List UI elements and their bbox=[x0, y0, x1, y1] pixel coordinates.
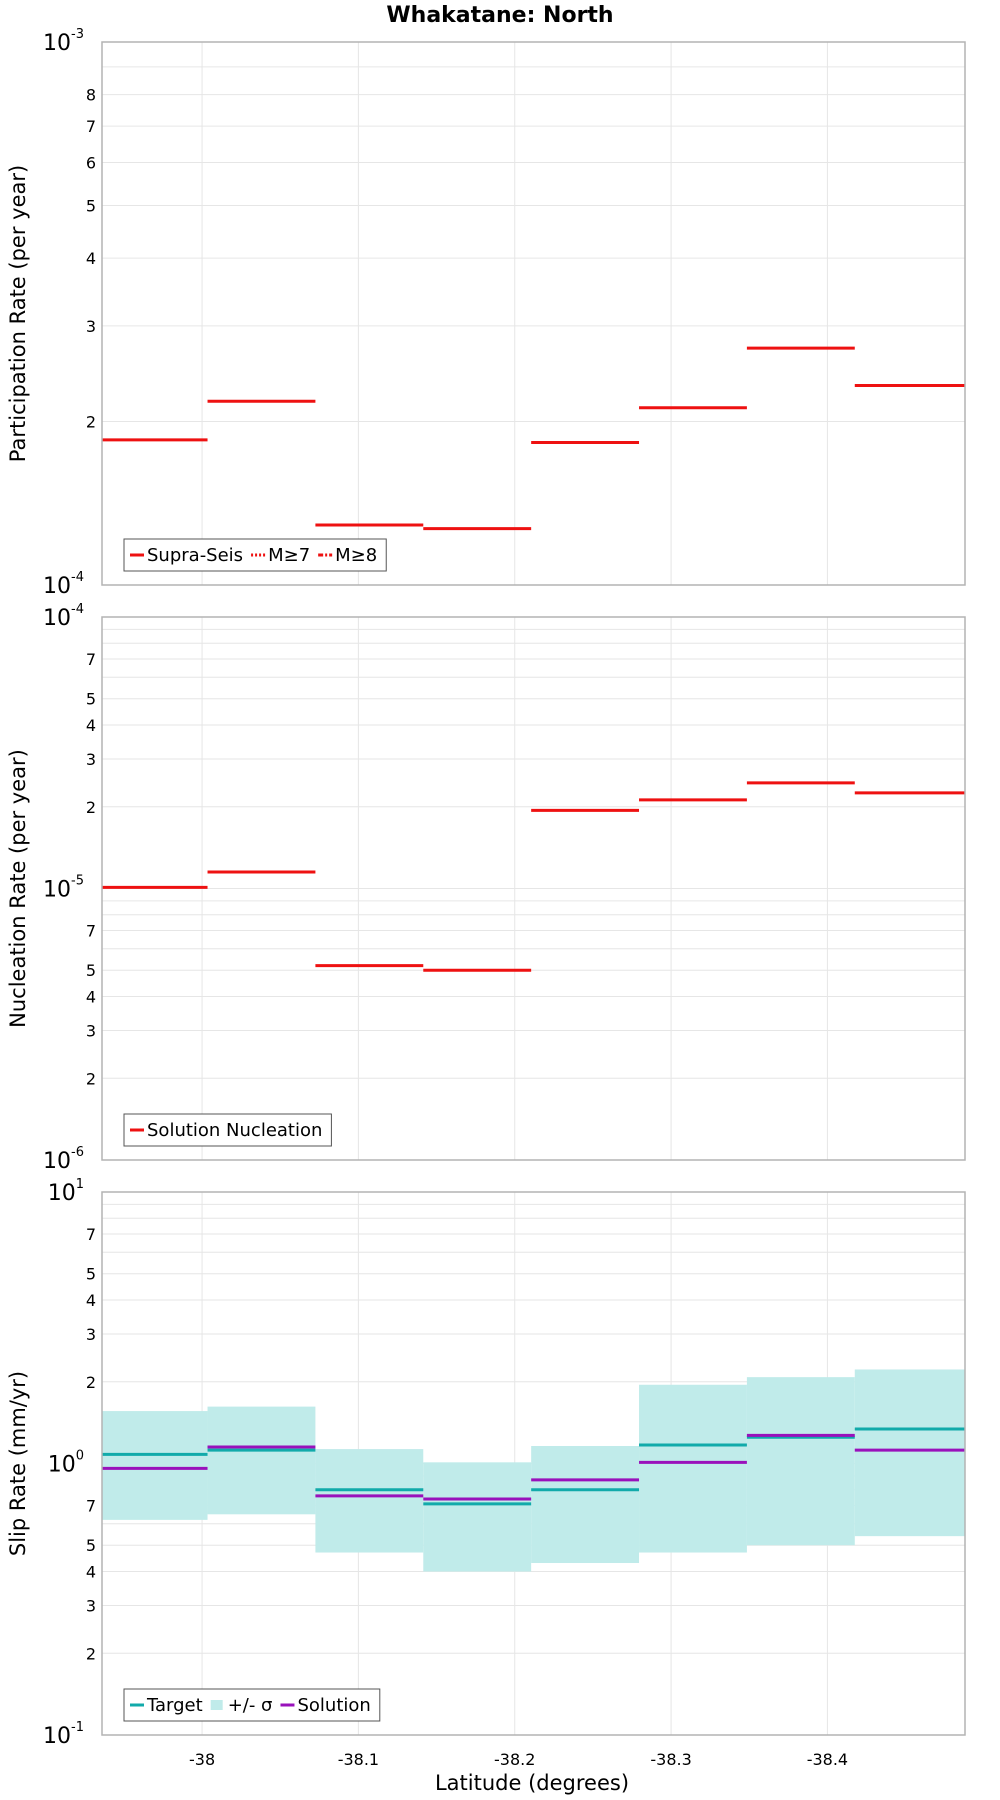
slip-rate-legend-swatch-2 bbox=[210, 1700, 223, 1710]
participation-legend-label-2: M≥7 bbox=[268, 545, 310, 566]
nucleation-frame bbox=[101, 616, 966, 1161]
slip-rate-minor-tick-label: 7 bbox=[86, 1497, 96, 1516]
slip-rate-minor-tick-label: 7 bbox=[86, 1225, 96, 1244]
participation-minor-tick-label: 7 bbox=[86, 117, 96, 136]
slip-rate-decade-label: 10-1 bbox=[43, 1720, 84, 1749]
x-tick-label: -38.1 bbox=[338, 1750, 379, 1769]
participation-minor-tick-label: 6 bbox=[86, 153, 96, 172]
slip-rate-frame bbox=[101, 1191, 966, 1736]
nucleation-minor-tick-label: 3 bbox=[86, 1021, 96, 1040]
nucleation-decade-label: 10-6 bbox=[43, 1145, 84, 1174]
nucleation-minor-tick-label: 2 bbox=[86, 1069, 96, 1088]
nucleation-minor-tick-label: 2 bbox=[86, 798, 96, 817]
nucleation-legend-label-1: Solution Nucleation bbox=[147, 1120, 322, 1141]
nucleation-minor-tick-label: 3 bbox=[86, 750, 96, 769]
nucleation-minor-tick-label: 5 bbox=[86, 961, 96, 980]
slip-rate-minor-tick-label: 4 bbox=[86, 1291, 96, 1310]
participation-minor-tick-label: 4 bbox=[86, 249, 96, 268]
nucleation-y-axis-label: Nucleation Rate (per year) bbox=[6, 749, 30, 1028]
slip-rate-minor-tick-label: 2 bbox=[86, 1373, 96, 1392]
panel-slip-rate: 10-1 100 101 2 3 4 5 7 2 3 4 5 7 Slip Rate (mm/yr) -38… bbox=[6, 1177, 966, 1769]
sigma-band-8 bbox=[854, 1369, 965, 1537]
sigma-band-7 bbox=[746, 1377, 855, 1546]
sigma-band-5 bbox=[531, 1445, 640, 1564]
nucleation-decade-label: 10-4 bbox=[43, 602, 84, 631]
slip-rate-y-axis-label: Slip Rate (mm/yr) bbox=[6, 1371, 30, 1556]
x-tick-label: -38.3 bbox=[650, 1750, 691, 1769]
sigma-band-3 bbox=[315, 1449, 424, 1553]
slip-rate-legend-label-1: Target bbox=[146, 1695, 203, 1716]
slip-rate-minor-tick-label: 2 bbox=[86, 1644, 96, 1663]
slip-rate-minor-tick-label: 5 bbox=[86, 1265, 96, 1284]
participation-minor-tick-label: 8 bbox=[86, 86, 96, 105]
participation-legend-label-1: Supra-Seis bbox=[147, 545, 243, 566]
slip-rate-decade-label: 101 bbox=[48, 1177, 84, 1206]
nucleation-minor-tick-label: 7 bbox=[86, 650, 96, 669]
participation-legend-label-3: M≥8 bbox=[335, 545, 377, 566]
participation-frame bbox=[101, 41, 966, 586]
sigma-band-6 bbox=[639, 1384, 747, 1553]
sigma-band-2 bbox=[207, 1406, 316, 1515]
panels: 10-4 10-3 2 3 4 5 6 7 8 Participation Rate (per y… bbox=[6, 27, 966, 1769]
x-tick-label: -38 bbox=[189, 1750, 215, 1769]
slip-rate-legend-box bbox=[123, 1688, 381, 1722]
x-tick-label: -38.2 bbox=[494, 1750, 535, 1769]
slip-rate-legend: Target +/- σ Solution bbox=[123, 1688, 381, 1722]
slip-rate-minor-tick-label: 5 bbox=[86, 1536, 96, 1555]
nucleation-minor-tick-label: 4 bbox=[86, 716, 96, 735]
participation-minor-tick-label: 3 bbox=[86, 317, 96, 336]
participation-legend-box bbox=[123, 538, 387, 572]
x-axis-label: Latitude (degrees) bbox=[435, 1771, 629, 1795]
figure-title: Whakatane: North bbox=[386, 3, 613, 28]
sigma-band-1 bbox=[102, 1411, 208, 1520]
slip-rate-legend-bg bbox=[124, 1689, 380, 1721]
participation-decade-label: 10-3 bbox=[43, 27, 84, 56]
slip-rate-minor-tick-label: 3 bbox=[86, 1596, 96, 1615]
x-tick-label: -38.4 bbox=[807, 1750, 848, 1769]
nucleation-legend-box bbox=[123, 1113, 332, 1147]
slip-rate-legend-label-2: +/- σ bbox=[228, 1695, 273, 1716]
participation-minor-tick-label: 2 bbox=[86, 413, 96, 432]
nucleation-legend-bg bbox=[124, 1114, 332, 1146]
participation-plot-area bbox=[102, 42, 965, 585]
slip-rate-minor-tick-label: 4 bbox=[86, 1563, 96, 1582]
panel-nucleation: 10-6 10-5 10-4 2 3 4 5 7 2 3 4 5 7 Nucleation Rate (p… bbox=[6, 602, 966, 1174]
participation-y-axis-label: Participation Rate (per year) bbox=[6, 165, 30, 462]
participation-decade-label: 10-4 bbox=[43, 570, 84, 599]
nucleation-decade-label: 10-5 bbox=[43, 874, 84, 903]
slip-rate-legend-label-3: Solution bbox=[297, 1695, 370, 1716]
slip-rate-decade-label: 100 bbox=[48, 1449, 84, 1478]
sigma-band-4 bbox=[423, 1462, 532, 1572]
participation-minor-tick-label: 5 bbox=[86, 196, 96, 215]
nucleation-legend: Solution Nucleation bbox=[123, 1113, 332, 1147]
slip-rate-minor-tick-label: 3 bbox=[86, 1325, 96, 1344]
nucleation-minor-tick-label: 7 bbox=[86, 922, 96, 941]
nucleation-minor-tick-label: 5 bbox=[86, 690, 96, 709]
panel-participation: 10-4 10-3 2 3 4 5 6 7 8 Participation Rate (per y… bbox=[6, 27, 966, 599]
nucleation-minor-tick-label: 4 bbox=[86, 988, 96, 1007]
participation-legend: Supra-Seis M≥7 M≥8 bbox=[123, 538, 387, 572]
